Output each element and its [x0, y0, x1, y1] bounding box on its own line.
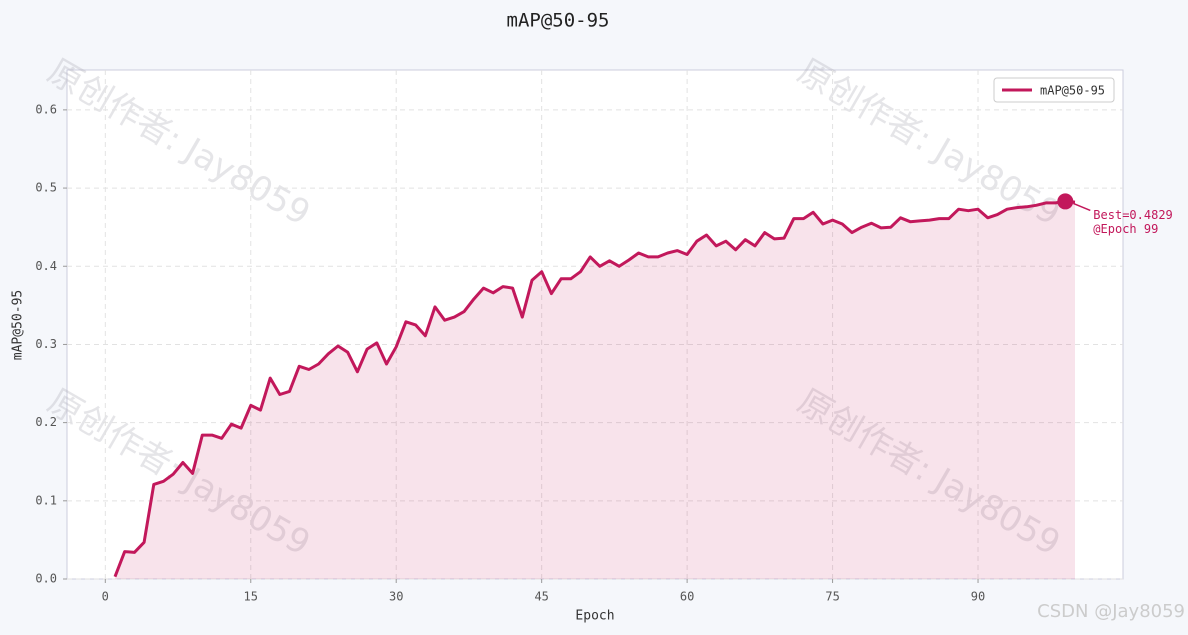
line-series — [113, 199, 1076, 578]
plot-area — [66, 69, 1124, 580]
legend-label: mAP@50-95 — [1040, 84, 1105, 98]
annotation: Best=0.4829 — [1093, 208, 1172, 222]
y-tick-label: 0.3 — [35, 337, 57, 351]
x-tick-label: 15 — [244, 590, 258, 604]
legend-box — [993, 77, 1115, 103]
y-tick-label: 0.4 — [35, 259, 57, 273]
x-tick-label: 90 — [971, 590, 985, 604]
x-axis-label: Epoch — [575, 609, 614, 624]
y-axis-label: mAP@50-95 — [11, 290, 26, 360]
x-tick-label: 30 — [389, 590, 403, 604]
x-tick-label: 45 — [534, 590, 548, 604]
y-tick-label: 0.0 — [35, 572, 57, 586]
chart-title: mAP@50-95 — [507, 10, 610, 32]
y-tick-label: 0.6 — [35, 102, 57, 116]
annotation: @Epoch 99 — [1093, 222, 1158, 236]
y-tick-label: 0.5 — [35, 181, 57, 195]
y-tick-label: 0.2 — [35, 415, 57, 429]
area-fill — [115, 201, 1075, 579]
y-tick-label: 0.1 — [35, 493, 57, 507]
x-tick-label: 75 — [825, 590, 839, 604]
best-marker — [1057, 193, 1074, 210]
x-tick-label: 60 — [680, 590, 694, 604]
credit: CSDN @Jay8059 — [1037, 601, 1185, 622]
x-tick-label: 0 — [102, 590, 109, 604]
annotation-arrow — [1073, 202, 1091, 212]
